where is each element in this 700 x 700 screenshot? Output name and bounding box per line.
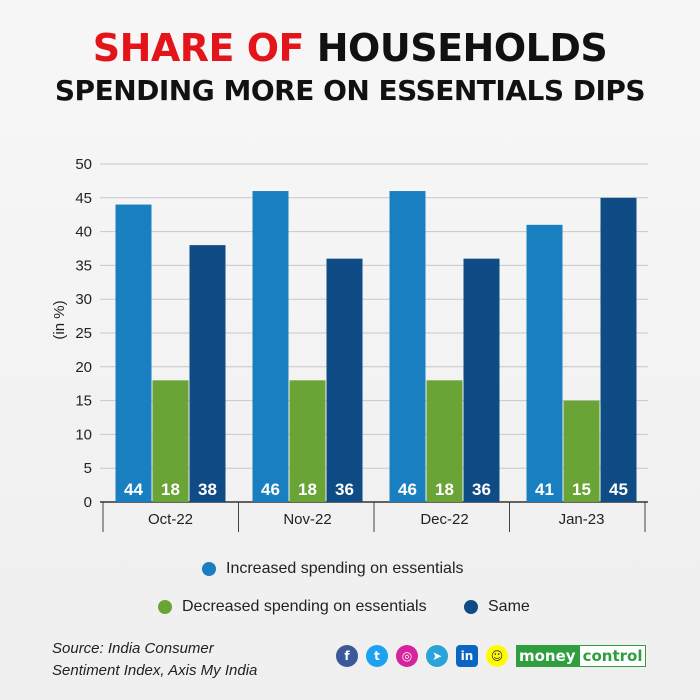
source-note: Source: India Consumer Sentiment Index, … — [52, 638, 257, 682]
y-tick-label: 20 — [75, 359, 92, 376]
legend-label-increased: Increased spending on essentials — [226, 560, 464, 577]
bar — [463, 258, 500, 502]
social-bar: f t ◎ ➤ in ☺ money control — [336, 645, 647, 667]
facebook-icon[interactable]: f — [336, 645, 358, 667]
legend-same: Same — [464, 598, 530, 616]
legend-decreased: Decreased spending on essentials — [158, 598, 427, 616]
bar-value-label: 36 — [472, 480, 491, 499]
bar-value-label: 15 — [572, 480, 591, 499]
y-tick-label: 0 — [84, 494, 92, 511]
linkedin-icon[interactable]: in — [456, 645, 478, 667]
bar-value-label: 46 — [398, 480, 417, 499]
bar-value-label: 41 — [535, 480, 554, 499]
bar-value-label: 45 — [609, 480, 628, 499]
y-tick-label: 35 — [75, 257, 92, 274]
y-tick-label: 40 — [75, 224, 92, 241]
brand-part1: money — [516, 645, 579, 667]
bar-value-label: 18 — [161, 480, 180, 499]
instagram-icon[interactable]: ◎ — [396, 645, 418, 667]
legend-swatch-same — [464, 600, 478, 614]
telegram-icon[interactable]: ➤ — [426, 645, 448, 667]
bar — [326, 258, 363, 502]
x-tick-label: Nov-22 — [283, 511, 331, 528]
y-tick-label: 5 — [84, 460, 92, 477]
legend-increased: Increased spending on essentials — [202, 560, 464, 578]
y-tick-label: 25 — [75, 325, 92, 342]
bar — [526, 224, 563, 502]
bar — [600, 197, 637, 503]
bar — [426, 380, 463, 502]
y-tick-label: 45 — [75, 190, 92, 207]
x-tick-label: Jan-23 — [559, 511, 605, 528]
bar — [115, 204, 152, 502]
x-tick-label: Oct-22 — [148, 511, 193, 528]
y-axis-label: (in %) — [51, 300, 68, 339]
legend-swatch-increased — [202, 562, 216, 576]
bar-value-label: 18 — [435, 480, 454, 499]
legend-label-same: Same — [488, 598, 530, 615]
bar — [152, 380, 189, 502]
source-line-1: Source: India Consumer — [52, 640, 214, 657]
title-highlight: SHARE OF — [92, 26, 305, 70]
y-tick-label: 10 — [75, 426, 92, 443]
bar-value-label: 38 — [198, 480, 217, 499]
y-tick-label: 50 — [75, 156, 92, 173]
page-subtitle: SPENDING MORE ON ESSENTIALS DIPS — [54, 74, 646, 107]
y-tick-label: 30 — [75, 291, 92, 308]
bar-value-label: 46 — [261, 480, 280, 499]
bar — [189, 245, 226, 502]
bar — [289, 380, 326, 502]
bar-value-label: 44 — [124, 480, 143, 499]
source-line-2: Sentiment Index, Axis My India — [52, 662, 258, 679]
page-title: SHARE OF HOUSEHOLDS — [0, 26, 700, 70]
y-tick-label: 15 — [75, 393, 92, 410]
bar — [252, 191, 289, 503]
bar-value-label: 36 — [335, 480, 354, 499]
legend-swatch-decreased — [158, 600, 172, 614]
bar-value-label: 18 — [298, 480, 317, 499]
x-tick-label: Dec-22 — [420, 511, 468, 528]
snapchat-icon[interactable]: ☺ — [486, 645, 508, 667]
twitter-icon[interactable]: t — [366, 645, 388, 667]
legend-label-decreased: Decreased spending on essentials — [182, 598, 427, 615]
moneycontrol-logo[interactable]: money control — [516, 645, 647, 667]
bar — [563, 400, 600, 502]
brand-part2: control — [578, 645, 647, 667]
bar — [389, 191, 426, 503]
title-rest: HOUSEHOLDS — [304, 26, 608, 70]
